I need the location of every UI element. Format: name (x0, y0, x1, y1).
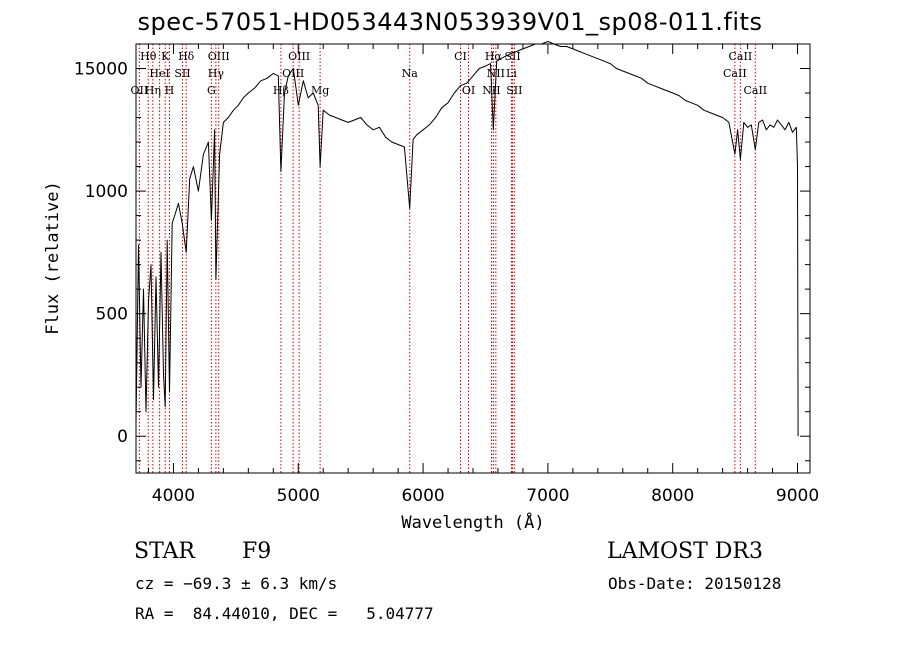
spectral-line-label-2: Hδ (178, 50, 195, 63)
spectral-line-label-16: CaII (723, 67, 747, 80)
spectral-line-label-5: CI (454, 50, 467, 63)
spectrum-series (135, 41, 799, 437)
y-tick-label-0: 0 (117, 427, 128, 447)
spectral-line-label-7: SII (504, 50, 520, 63)
axis-ticks: 4000 5000 6000 7000 8000 9000 0 500 1000 15000 (74, 43, 819, 506)
spectral-line-label-11: Hγ (208, 67, 225, 80)
spectral-line-label-10: SII (174, 67, 190, 80)
observation-date: Obs-Date: 20150128 (608, 574, 782, 593)
spectral-line-label-13: Na (402, 67, 419, 80)
spectral-line-label-3: OIII (208, 50, 230, 63)
spectral-line-label-17: OII (131, 84, 149, 97)
spectral-subclass: F9 (242, 539, 272, 564)
x-tick-label-4: 8000 (651, 486, 694, 506)
x-axis-label: Wavelength (Å) (401, 511, 544, 533)
x-tick-label-3: 7000 (526, 486, 569, 506)
redshift-cz: cz = −69.3 ± 6.3 km/s (135, 574, 338, 593)
spectral-line-label-20: G (207, 84, 216, 97)
x-tick-label-1: 5000 (277, 486, 320, 506)
coordinates: RA = 84.44010, DEC = 5.04777 (135, 604, 434, 623)
y-tick-label-1: 500 (96, 305, 128, 325)
spectral-line-label-22: Mg (311, 84, 329, 97)
spectral-line-label-25: SII (506, 84, 522, 97)
spectral-line-label-23: OI (462, 84, 475, 97)
y-axis-label: Flux (relative) (43, 181, 63, 335)
x-tick-label-2: 6000 (401, 486, 444, 506)
chart-title: spec-57051-HD053443N053939V01_sp08-011.f… (137, 8, 763, 36)
spectrum-line (135, 41, 799, 437)
spectral-line-markers (138, 44, 756, 473)
spectral-line-label-0: Hθ (140, 50, 157, 63)
spectral-line-label-18: Hη (145, 84, 161, 97)
x-tick-label-5: 9000 (776, 486, 819, 506)
spectral-line-label-4: OIII (288, 50, 310, 63)
x-tick-label-0: 4000 (152, 486, 195, 506)
object-class: STAR (134, 539, 195, 564)
y-tick-label-3: 15000 (74, 60, 128, 80)
spectral-line-label-9: HeI (149, 67, 169, 80)
spectral-line-label-8: CaII (729, 50, 753, 63)
plot-frame (135, 43, 811, 474)
survey-name: LAMOST DR3 (607, 539, 763, 564)
y-tick-label-2: 1000 (85, 182, 128, 202)
spectral-line-label-26: CaII (743, 84, 767, 97)
spectral-line-label-19: H (165, 84, 175, 97)
spectral-line-label-15: Li (506, 67, 517, 80)
spectral-line-label-6: Hα (485, 50, 503, 63)
spectral-line-label-1: K (161, 50, 170, 63)
